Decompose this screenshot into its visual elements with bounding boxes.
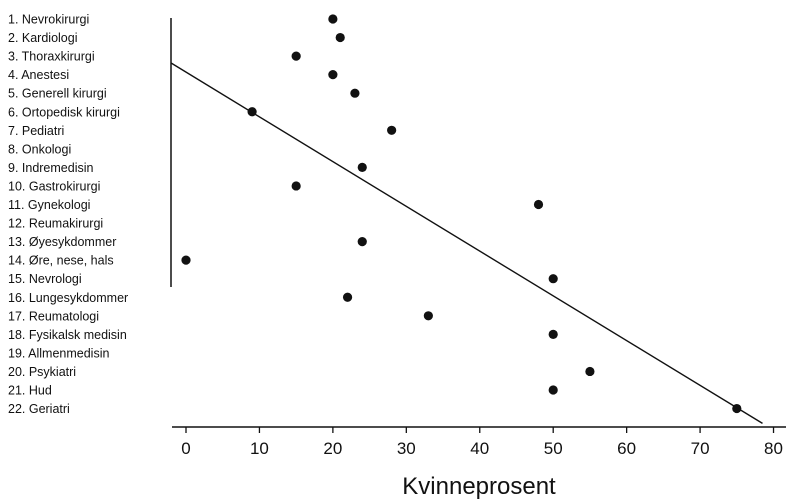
category-label: 8. Onkologi	[8, 142, 71, 156]
category-labels: 1. Nevrokirurgi 2. Kardiologi 3. Thoraxkir…	[8, 13, 128, 417]
trendline-group	[170, 62, 763, 424]
data-point	[548, 274, 558, 284]
x-tick-label: 70	[691, 439, 710, 458]
data-point	[291, 51, 301, 61]
data-point	[328, 14, 338, 24]
x-tick-label: 50	[544, 439, 563, 458]
x-tick-label: 10	[250, 439, 269, 458]
data-point	[328, 70, 338, 80]
data-point	[357, 237, 367, 247]
category-label: 9. Indremedisin	[8, 161, 94, 175]
category-label: 1. Nevrokirurgi	[8, 13, 89, 27]
category-label: 5. Generell kirurgi	[8, 87, 107, 101]
data-point	[335, 32, 345, 43]
category-label: 12. Reumakirurgi	[8, 217, 103, 231]
data-point	[732, 403, 742, 414]
data-point	[350, 88, 360, 98]
data-point	[548, 329, 558, 339]
category-label: 14. Øre, nese, hals	[8, 254, 114, 268]
data-point	[247, 107, 257, 117]
data-point	[387, 125, 397, 135]
data-point	[291, 181, 301, 191]
data-point	[181, 255, 191, 265]
category-label: 17. Reumatologi	[8, 309, 99, 323]
x-tick-label: 40	[470, 439, 489, 458]
x-tick-label: 20	[323, 439, 342, 458]
x-tick-label: 80	[764, 439, 783, 458]
category-label: 20. Psykiatri	[8, 365, 76, 379]
data-point	[423, 311, 433, 321]
category-label: 7. Pediatri	[8, 124, 64, 138]
x-axis-ticks: 0 10 20 30 40 50 60 70 80	[181, 427, 783, 458]
x-axis-title: Kvinneprosent	[402, 473, 556, 499]
category-label: 21. Hud	[8, 384, 52, 398]
category-label: 6. Ortopedisk kirurgi	[8, 105, 120, 119]
trendline	[170, 62, 763, 424]
category-label: 16. Lungesykdommer	[8, 291, 128, 305]
category-label: 13. Øyesykdommer	[8, 235, 116, 249]
data-points	[181, 14, 742, 414]
data-point	[533, 199, 544, 210]
category-label: 22. Geriatri	[8, 402, 70, 416]
category-label: 3. Thoraxkirurgi	[8, 50, 95, 64]
category-label: 10. Gastrokirurgi	[8, 179, 100, 193]
data-point	[548, 385, 558, 395]
x-tick-label: 30	[397, 439, 416, 458]
data-point	[585, 366, 595, 377]
category-label: 4. Anestesi	[8, 68, 69, 82]
category-label: 19. Allmenmedisin	[8, 346, 109, 360]
data-point	[342, 292, 353, 302]
category-label: 2. Kardiologi	[8, 31, 78, 45]
x-tick-label: 0	[181, 439, 190, 458]
data-point	[357, 162, 367, 172]
x-tick-label: 60	[617, 439, 636, 458]
category-label: 11. Gynekologi	[8, 198, 90, 212]
category-label: 18. Fysikalsk medisin	[8, 328, 127, 342]
category-label: 15. Nevrologi	[8, 272, 82, 286]
